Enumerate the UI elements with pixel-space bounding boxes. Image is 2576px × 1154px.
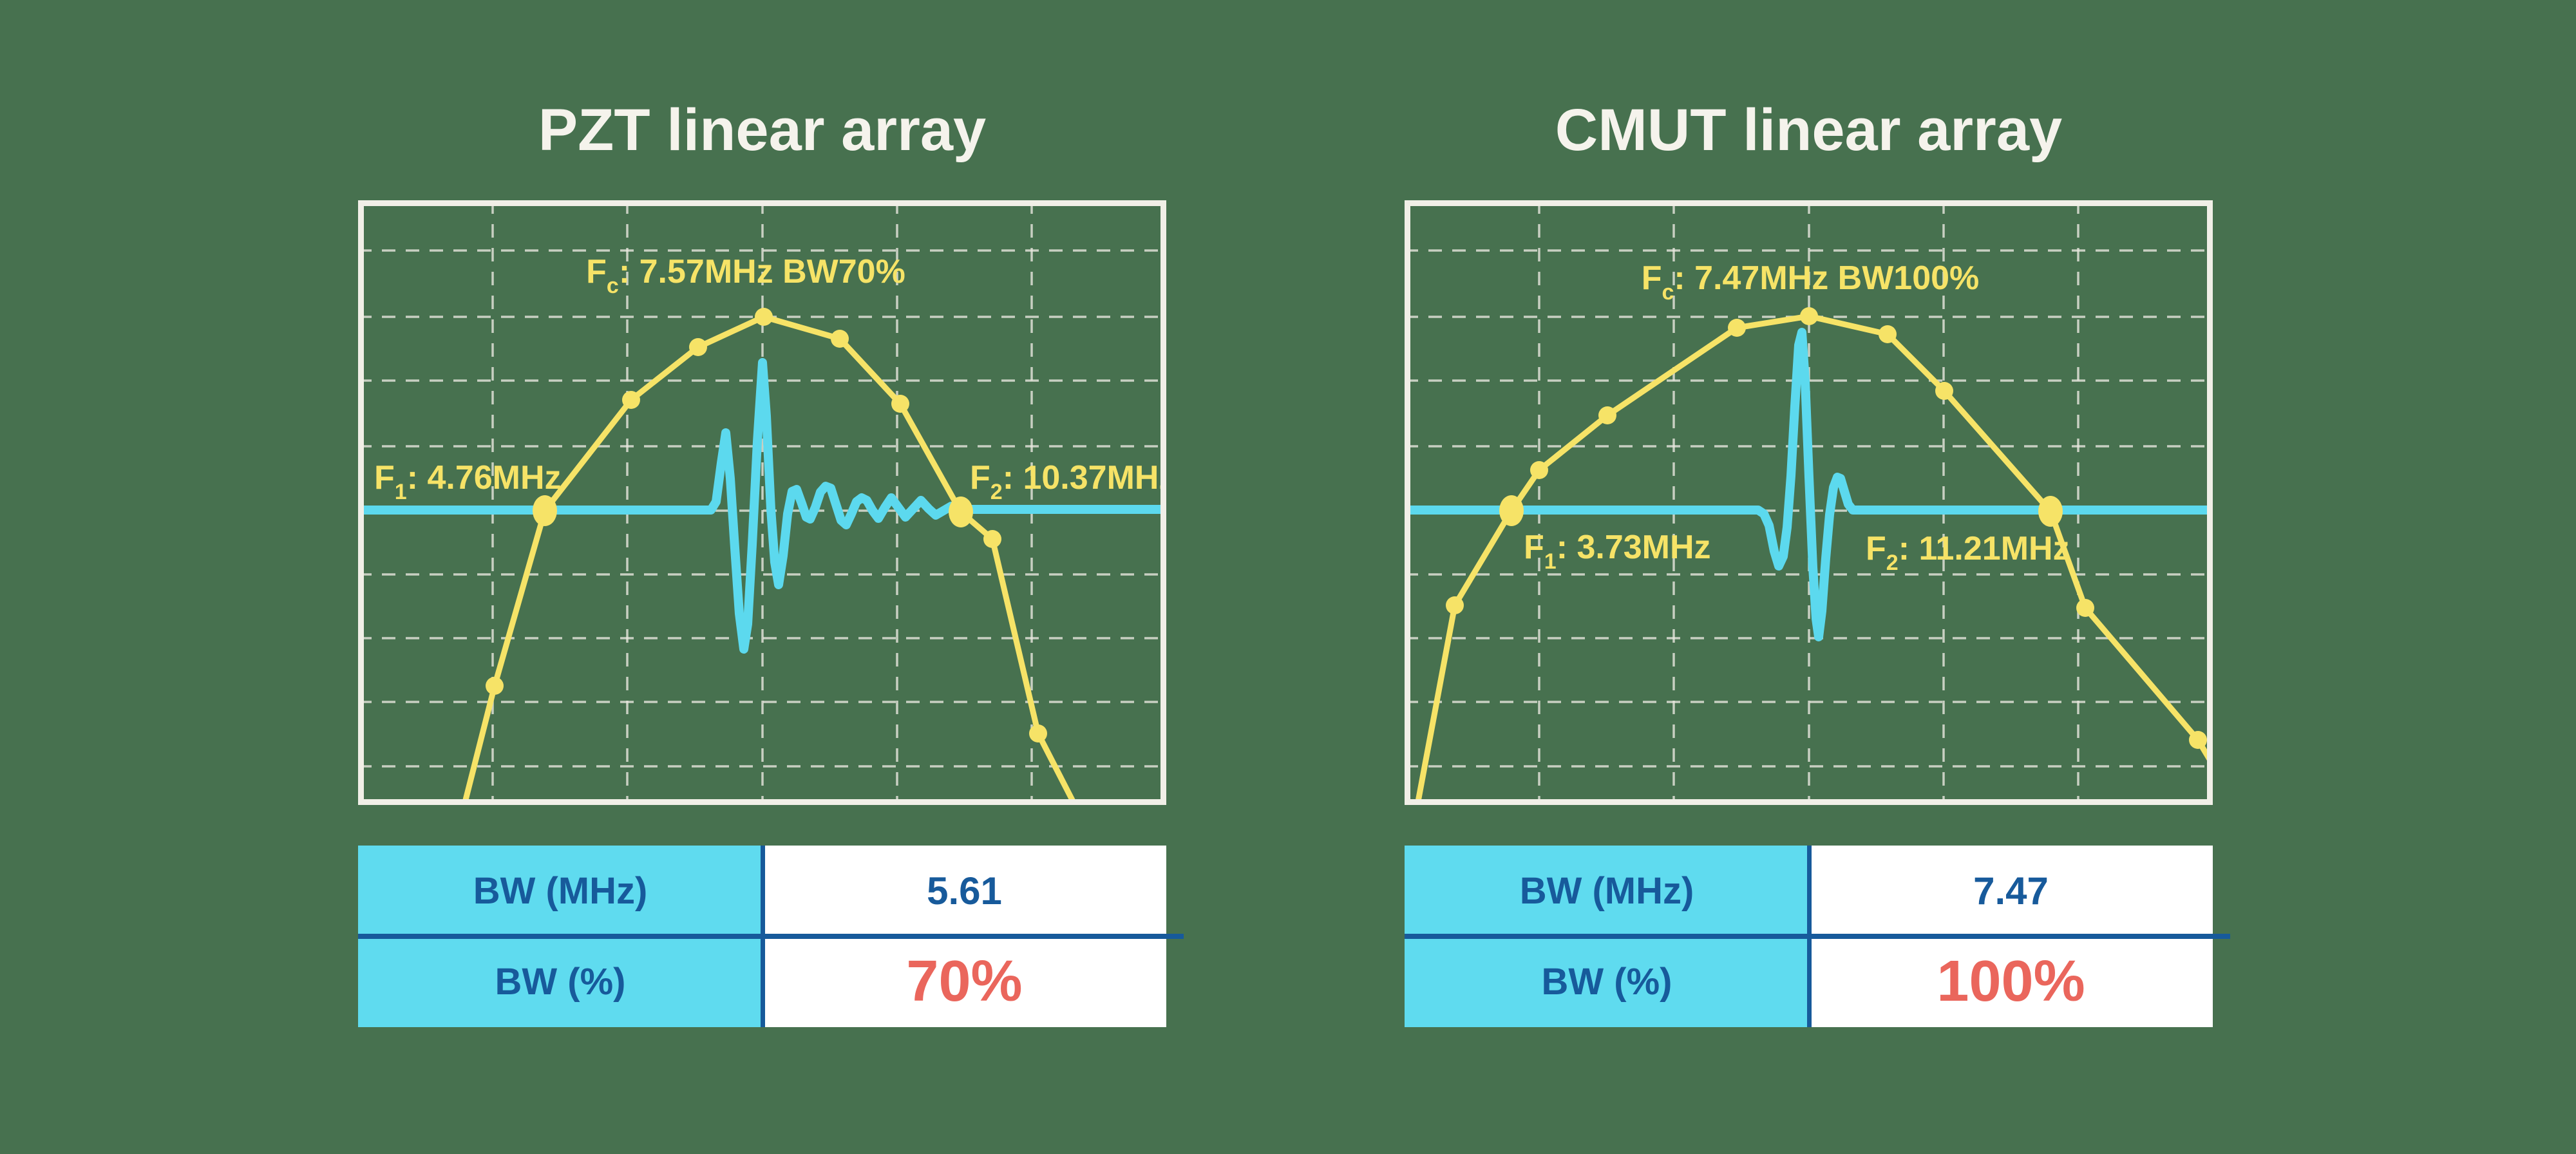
- frequency-spectrum-line: [461, 314, 1078, 805]
- fc-annotation: Fc: 7.57MHz BW70%: [586, 253, 905, 298]
- marker: [2076, 599, 2094, 617]
- table-row: BW (%) 70%: [358, 936, 1166, 1027]
- spectrum-chart-svg: Fc: 7.47MHz BW100% F1: 3.73MHz F2: 11.21MH…: [1405, 200, 2213, 805]
- spectrum-chart-svg: Fc: 7.57MHz BW70% F1: 4.76MHz F2: 10.37MHz: [358, 200, 1166, 805]
- f2-annotation: F2: 11.21MHz: [1866, 530, 2070, 575]
- table-row-divider: [358, 934, 1184, 939]
- marker-large: [2038, 496, 2063, 527]
- table-row: BW (MHz) 5.61: [358, 846, 1166, 936]
- marker-large: [1499, 495, 1524, 526]
- marker: [1029, 724, 1047, 743]
- f1-annotation: F1: 4.76MHz: [374, 459, 562, 504]
- marker: [831, 330, 849, 348]
- bw-mhz-label: BW (MHz): [1405, 846, 1809, 936]
- fc-annotation: Fc: 7.47MHz BW100%: [1642, 260, 1980, 305]
- pulse-echo-waveform-line: [358, 358, 1166, 654]
- bw-mhz-value: 7.47: [1809, 846, 2213, 936]
- marker: [1728, 319, 1746, 337]
- marker: [1800, 307, 1818, 325]
- panel-title-cmut: CMUT linear array: [1555, 97, 2063, 163]
- marker: [755, 308, 773, 326]
- bw-pct-value: 70%: [762, 936, 1166, 1027]
- marker: [1879, 325, 1897, 343]
- spectrum-chart-pzt: Fc: 7.57MHz BW70% F1: 4.76MHz F2: 10.37MHz: [358, 200, 1166, 805]
- marker: [622, 391, 640, 409]
- bw-pct-label: BW (%): [358, 936, 762, 1027]
- marker: [983, 530, 1001, 548]
- chart-border: [358, 200, 1166, 805]
- chart-border: [1405, 200, 2213, 805]
- marker-large: [533, 495, 557, 526]
- bw-pct-value: 100%: [1809, 936, 2213, 1027]
- marker: [2189, 731, 2207, 749]
- table-row: BW (MHz) 7.47: [1405, 846, 2213, 936]
- marker: [689, 338, 707, 356]
- table-row: BW (%) 100%: [1405, 936, 2213, 1027]
- spectrum-chart-cmut: Fc: 7.47MHz BW100% F1: 3.73MHz F2: 11.21MH…: [1405, 200, 2213, 805]
- bw-pct-label: BW (%): [1405, 936, 1809, 1027]
- f1-annotation: F1: 3.73MHz: [1524, 529, 1711, 574]
- panel-title-pzt: PZT linear array: [538, 97, 987, 163]
- f2-annotation: F2: 10.37MHz: [970, 459, 1166, 504]
- table-row-divider: [1405, 934, 2230, 939]
- marker-large: [949, 497, 973, 527]
- bw-table-cmut: BW (MHz) 7.47 BW (%) 100%: [1405, 846, 2230, 1027]
- marker: [1530, 461, 1548, 479]
- marker: [486, 677, 504, 695]
- bw-table-pzt: BW (MHz) 5.61 BW (%) 70%: [358, 846, 1184, 1027]
- marker: [1598, 406, 1616, 424]
- bw-mhz-value: 5.61: [762, 846, 1166, 936]
- panel-pzt: PZT linear array Fc: 7.57MHz BW70% F1: 4.…: [358, 0, 1184, 1154]
- pulse-echo-waveform-line: [1405, 328, 2213, 641]
- marker: [1935, 382, 1953, 400]
- table-column-divider: [761, 846, 765, 1027]
- panel-cmut: CMUT linear array Fc: 7.47MHz BW100% F1: …: [1405, 0, 2230, 1154]
- marker: [1446, 596, 1464, 614]
- bw-mhz-label: BW (MHz): [358, 846, 762, 936]
- table-column-divider: [1807, 846, 1812, 1027]
- marker: [891, 395, 909, 413]
